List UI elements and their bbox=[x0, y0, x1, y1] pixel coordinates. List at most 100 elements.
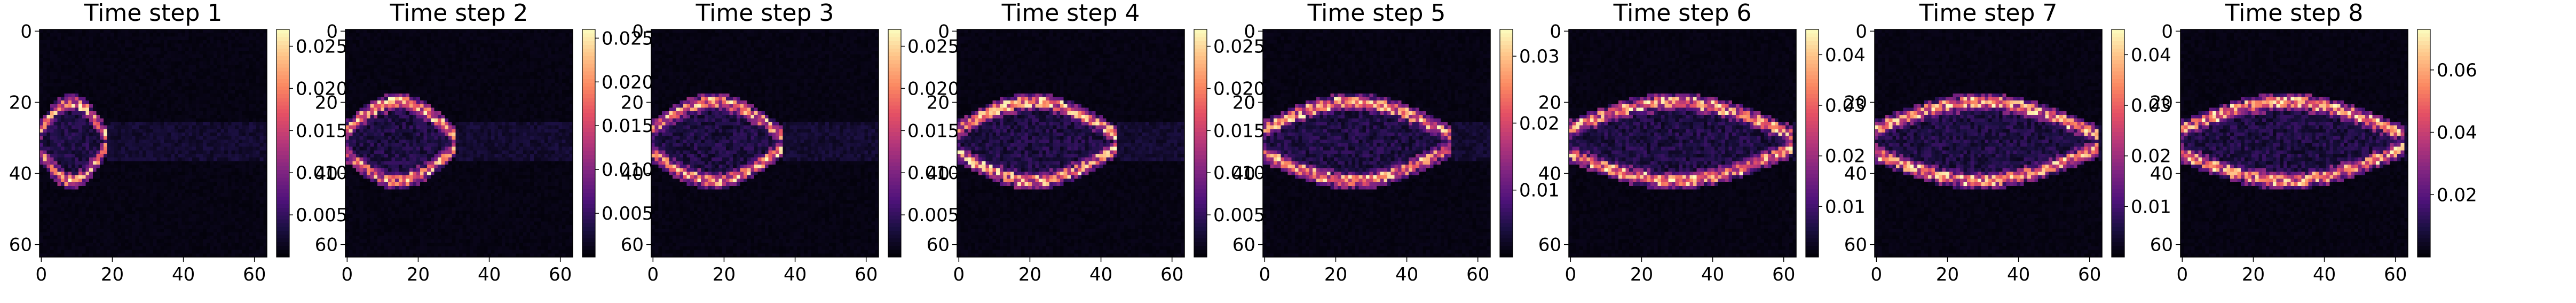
heatmap-cell bbox=[192, 158, 196, 161]
heatmap-cell bbox=[175, 200, 178, 204]
heatmap-cell bbox=[217, 190, 221, 193]
heatmap-cell bbox=[86, 218, 90, 222]
heatmap-cell bbox=[178, 158, 182, 161]
heatmap-cell bbox=[121, 165, 125, 168]
heatmap-cell bbox=[97, 40, 100, 44]
heatmap-cell bbox=[239, 243, 242, 246]
heatmap-cell bbox=[164, 246, 168, 250]
heatmap-cell bbox=[50, 211, 54, 214]
heatmap-cell bbox=[228, 154, 232, 158]
heatmap-cell bbox=[189, 214, 193, 218]
heatmap-cell bbox=[200, 129, 203, 133]
heatmap-cell bbox=[114, 33, 118, 37]
heatmap-cell bbox=[220, 246, 224, 250]
heatmap-cell bbox=[409, 68, 413, 72]
heatmap-cell bbox=[220, 111, 224, 115]
heatmap-cell bbox=[192, 100, 196, 104]
heatmap-cell bbox=[178, 61, 182, 65]
heatmap-cell bbox=[406, 72, 409, 76]
heatmap-cell bbox=[228, 133, 232, 136]
heatmap-cell bbox=[100, 72, 104, 76]
heatmap-cell bbox=[377, 40, 381, 44]
heatmap-cell bbox=[224, 36, 228, 40]
heatmap-cell bbox=[349, 29, 353, 33]
heatmap-cell bbox=[82, 182, 86, 186]
heatmap-cell bbox=[143, 168, 146, 172]
heatmap-cell bbox=[502, 47, 505, 51]
heatmap-cell bbox=[210, 221, 214, 225]
heatmap-cell bbox=[121, 168, 125, 172]
heatmap-cell bbox=[356, 40, 360, 44]
heatmap-cell bbox=[57, 207, 61, 211]
heatmap-cell bbox=[555, 51, 559, 55]
heatmap-cell bbox=[86, 154, 90, 158]
heatmap-cell bbox=[43, 61, 47, 65]
heatmap-cell bbox=[168, 154, 171, 158]
heatmap-cell bbox=[121, 65, 125, 69]
heatmap-cell bbox=[260, 236, 264, 239]
heatmap-cell bbox=[46, 129, 50, 133]
heatmap-cell bbox=[196, 200, 200, 204]
heatmap-cell bbox=[487, 58, 491, 61]
heatmap-cell bbox=[224, 229, 228, 232]
heatmap-cell bbox=[54, 97, 58, 100]
heatmap-cell bbox=[128, 51, 132, 55]
heatmap-cell bbox=[54, 79, 58, 83]
heatmap-cell bbox=[207, 40, 210, 44]
heatmap-cell bbox=[104, 143, 107, 147]
heatmap-cell bbox=[100, 40, 104, 44]
heatmap-cell bbox=[117, 79, 121, 83]
heatmap-cell bbox=[68, 83, 72, 87]
heatmap-cell bbox=[519, 36, 523, 40]
heatmap-cell bbox=[395, 68, 399, 72]
heatmap-cell bbox=[72, 211, 75, 214]
heatmap-cell bbox=[61, 175, 65, 179]
colorbar-tick-label: 0.005 bbox=[296, 205, 347, 226]
heatmap-cell bbox=[192, 44, 196, 48]
heatmap-cell bbox=[117, 168, 121, 172]
heatmap-cell bbox=[132, 100, 136, 104]
heatmap-cell bbox=[200, 161, 203, 165]
heatmap-cell bbox=[68, 76, 72, 80]
heatmap-cell bbox=[78, 87, 82, 90]
heatmap-cell bbox=[72, 72, 75, 76]
heatmap-cell bbox=[434, 55, 438, 58]
heatmap-cell bbox=[260, 179, 264, 183]
heatmap-cell bbox=[139, 229, 143, 232]
heatmap-cell bbox=[46, 232, 50, 236]
heatmap-cell bbox=[43, 72, 47, 76]
heatmap-cell bbox=[210, 179, 214, 183]
heatmap-cell bbox=[128, 186, 132, 190]
heatmap-cell bbox=[235, 76, 239, 80]
heatmap-cell bbox=[50, 229, 54, 232]
heatmap-cell bbox=[86, 122, 90, 126]
heatmap-cell bbox=[128, 111, 132, 115]
heatmap-cell bbox=[97, 76, 100, 80]
heatmap-cell bbox=[185, 214, 189, 218]
heatmap-cell bbox=[246, 107, 249, 111]
heatmap-cell bbox=[100, 47, 104, 51]
heatmap-cell bbox=[192, 129, 196, 133]
heatmap-cell bbox=[239, 193, 242, 197]
heatmap-cell bbox=[349, 36, 353, 40]
heatmap-cell bbox=[61, 250, 65, 254]
heatmap-cell bbox=[214, 150, 217, 154]
heatmap-cell bbox=[107, 211, 110, 214]
heatmap-cell bbox=[246, 168, 249, 172]
heatmap-cell bbox=[224, 83, 228, 87]
heatmap-cell bbox=[121, 111, 125, 115]
heatmap-cell bbox=[68, 197, 72, 200]
heatmap-cell bbox=[181, 58, 185, 61]
heatmap-cell bbox=[132, 72, 136, 76]
heatmap-cell bbox=[196, 239, 200, 243]
heatmap-cell bbox=[78, 207, 82, 211]
heatmap-cell bbox=[164, 168, 168, 172]
heatmap-cell bbox=[356, 72, 360, 76]
heatmap-cell bbox=[93, 175, 97, 179]
heatmap-cell bbox=[61, 172, 65, 175]
heatmap-cell bbox=[260, 193, 264, 197]
heatmap-cell bbox=[97, 197, 100, 200]
heatmap-cell bbox=[239, 126, 242, 129]
heatmap-cell bbox=[505, 58, 509, 61]
heatmap-cell bbox=[192, 139, 196, 143]
